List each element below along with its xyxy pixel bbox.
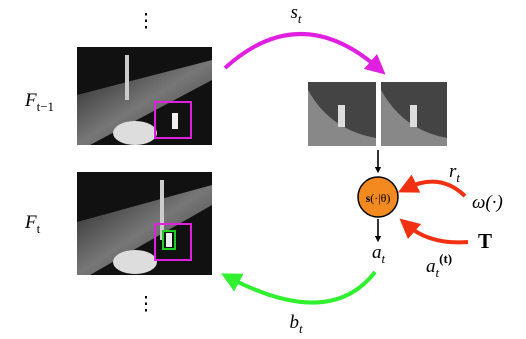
ellipsis: ⋮ <box>137 294 156 315</box>
arrow <box>230 272 375 303</box>
text-part: a <box>426 256 436 277</box>
text-part: t <box>456 170 460 185</box>
frame-image <box>77 47 212 145</box>
reward-label: rt <box>449 161 460 185</box>
text-part: t <box>298 11 302 26</box>
text-part: t <box>37 221 41 236</box>
text-part: t <box>436 265 440 280</box>
text-part: t <box>299 321 303 336</box>
text-part: (·|θ) <box>370 191 390 205</box>
arrow-label: st <box>290 2 301 26</box>
text-part: (t) <box>439 251 452 266</box>
text-part: s <box>290 2 297 23</box>
text-part: t <box>382 251 386 266</box>
text-part: t−1 <box>37 99 54 114</box>
text-part: b <box>289 312 299 333</box>
frame-label: Ft <box>24 212 41 236</box>
text-part: F <box>24 212 37 233</box>
frame-label: Ft−1 <box>24 90 54 114</box>
arrow <box>225 34 378 68</box>
text-part: F <box>24 90 37 111</box>
diagram: ⋮ ⋮ Ft−1 Ft st bt s(·|θ) at rt <box>0 0 526 339</box>
crop-image <box>308 82 376 146</box>
teacher: T <box>478 229 492 253</box>
arrow-label: bt <box>289 312 303 336</box>
reward-function: ω(·) <box>472 192 503 213</box>
crop-image <box>381 82 447 146</box>
teacher-action: at(t) <box>426 251 452 280</box>
ellipsis: ⋮ <box>137 11 156 32</box>
policy-label: s(·|θ) <box>366 191 391 205</box>
arrow <box>407 225 468 242</box>
action-label: at <box>372 242 386 266</box>
frame-image <box>77 172 212 275</box>
text-part: a <box>372 242 382 263</box>
